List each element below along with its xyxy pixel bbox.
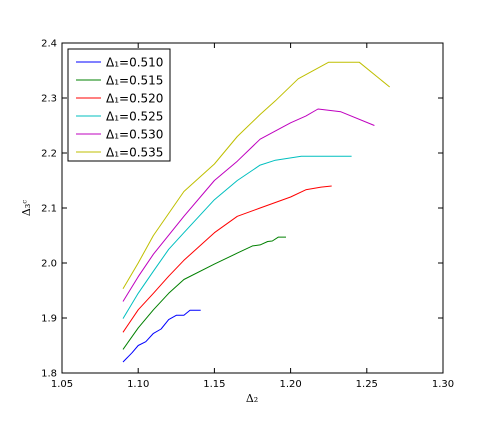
y-tick-label-2: 2.0: [41, 259, 57, 270]
series-line-0: [122, 309, 201, 363]
legend-label-0: Δ₁=0.510: [106, 56, 163, 70]
x-axis-label: Δ₂: [246, 392, 258, 405]
series-line-1: [122, 236, 286, 350]
legend-label-5: Δ₁=0.535: [106, 146, 163, 160]
x-tick-label-3: 1.20: [279, 379, 301, 390]
y-tick-label-5: 2.3: [41, 94, 57, 105]
x-tick-label-1: 1.10: [127, 379, 149, 390]
y-tick-label-4: 2.2: [41, 149, 57, 160]
y-axis-label: Δ₃ᶜ: [20, 200, 33, 216]
x-tick-label-4: 1.25: [356, 379, 378, 390]
series-line-5: [122, 61, 391, 290]
legend-label-1: Δ₁=0.515: [106, 74, 163, 88]
legend-box: [67, 48, 171, 162]
y-tick-label-1: 1.9: [41, 314, 57, 325]
x-tick-label-5: 1.30: [432, 379, 454, 390]
x-tick-label-0: 1.05: [51, 379, 73, 390]
x-tick-label-2: 1.15: [203, 379, 225, 390]
series-line-4: [122, 108, 375, 302]
y-tick-label-0: 1.8: [41, 369, 57, 380]
series-layer: [122, 61, 391, 363]
legend-label-4: Δ₁=0.530: [106, 128, 163, 142]
series-line-3: [122, 155, 352, 319]
legend-label-3: Δ₁=0.525: [106, 110, 163, 124]
ticks-layer: 1.05 1.10 1.15 1.20 1.25 1.30 1.8 1.9 2.0 2.1 2.2 2…: [41, 39, 454, 391]
y-tick-label-6: 2.4: [41, 39, 57, 50]
series-line-2: [122, 185, 332, 333]
y-tick-label-3: 2.1: [41, 204, 57, 215]
legend-label-2: Δ₁=0.520: [106, 92, 163, 106]
legend: Δ₁=0.510 Δ₁=0.515 Δ₁=0.520 Δ₁=0.525 Δ₁=0.530…: [67, 48, 171, 162]
